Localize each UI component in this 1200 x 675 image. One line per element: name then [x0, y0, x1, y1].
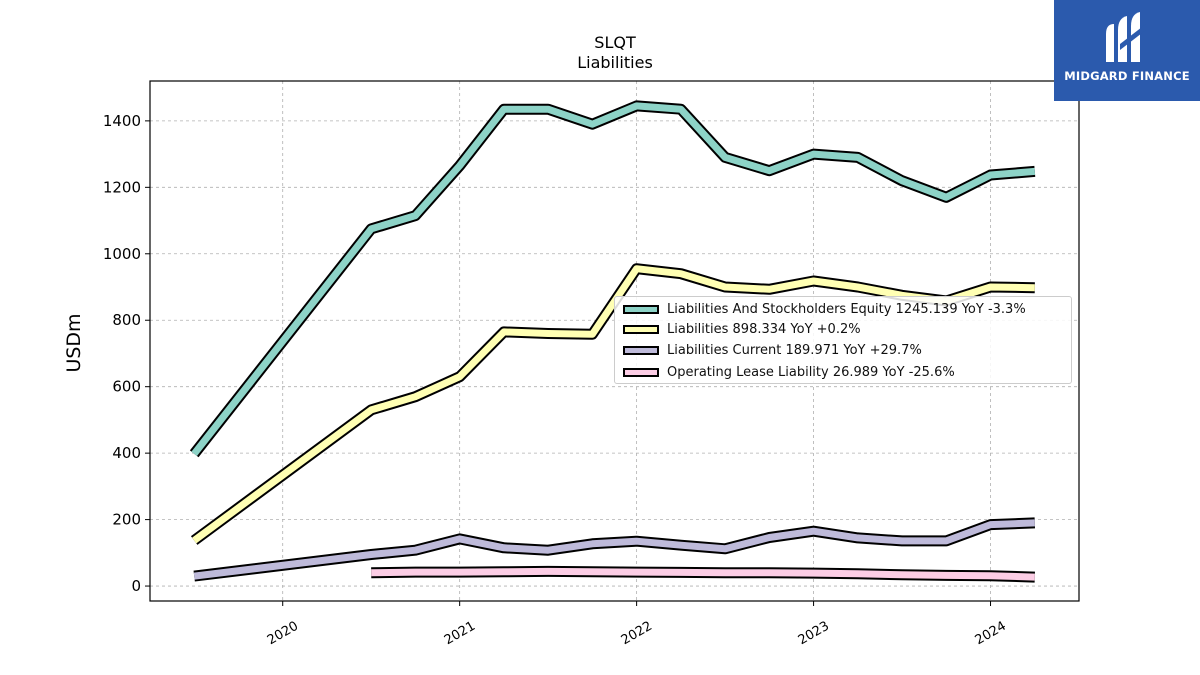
series-line	[371, 567, 1035, 581]
logo-text: MIDGARD FINANCE	[1064, 69, 1190, 83]
y-tick-label: 1400	[103, 112, 141, 130]
y-tick-label: 400	[112, 444, 141, 462]
legend-item: Operating Lease Liability 26.989 YoY -25…	[623, 362, 955, 382]
legend: Liabilities And Stockholders Equity 1245…	[614, 296, 1072, 384]
y-tick-label: 0	[131, 577, 141, 595]
legend-swatch	[623, 324, 659, 334]
x-tick-label: 2021	[442, 619, 478, 649]
x-tick-label: 2023	[796, 619, 832, 649]
y-tick-label: 1000	[103, 245, 141, 263]
legend-item: Liabilities Current 189.971 YoY +29.7%	[623, 340, 922, 360]
chart-title: SLQT	[594, 33, 636, 52]
y-tick-label: 200	[112, 511, 141, 529]
midgard-m-logo-icon	[1106, 12, 1146, 62]
legend-label: Liabilities And Stockholders Equity 1245…	[667, 301, 1026, 317]
y-tick-label: 800	[112, 311, 141, 329]
x-tick-label: 2022	[619, 619, 655, 649]
y-axis-label: USDm	[63, 313, 85, 372]
y-tick-label: 1200	[103, 178, 141, 196]
x-tick-label: 2020	[265, 619, 301, 649]
midgard-finance-logo: MIDGARD FINANCE	[1054, 0, 1200, 101]
series-line	[191, 102, 1036, 456]
y-tick-label: 600	[112, 378, 141, 396]
plot-frame	[149, 80, 1080, 602]
legend-swatch	[623, 304, 659, 314]
series-outline	[189, 100, 1036, 458]
legend-item: Liabilities 898.334 YoY +0.2%	[623, 319, 861, 339]
legend-label: Liabilities Current 189.971 YoY +29.7%	[667, 342, 922, 358]
series-line	[193, 519, 1035, 580]
chart-subtitle: Liabilities	[577, 53, 653, 72]
x-tick-label: 2024	[973, 619, 1009, 649]
legend-swatch	[623, 345, 659, 355]
legend-item: Liabilities And Stockholders Equity 1245…	[623, 299, 1026, 319]
legend-label: Liabilities 898.334 YoY +0.2%	[667, 321, 861, 337]
legend-swatch	[623, 367, 659, 377]
legend-label: Operating Lease Liability 26.989 YoY -25…	[667, 364, 955, 380]
